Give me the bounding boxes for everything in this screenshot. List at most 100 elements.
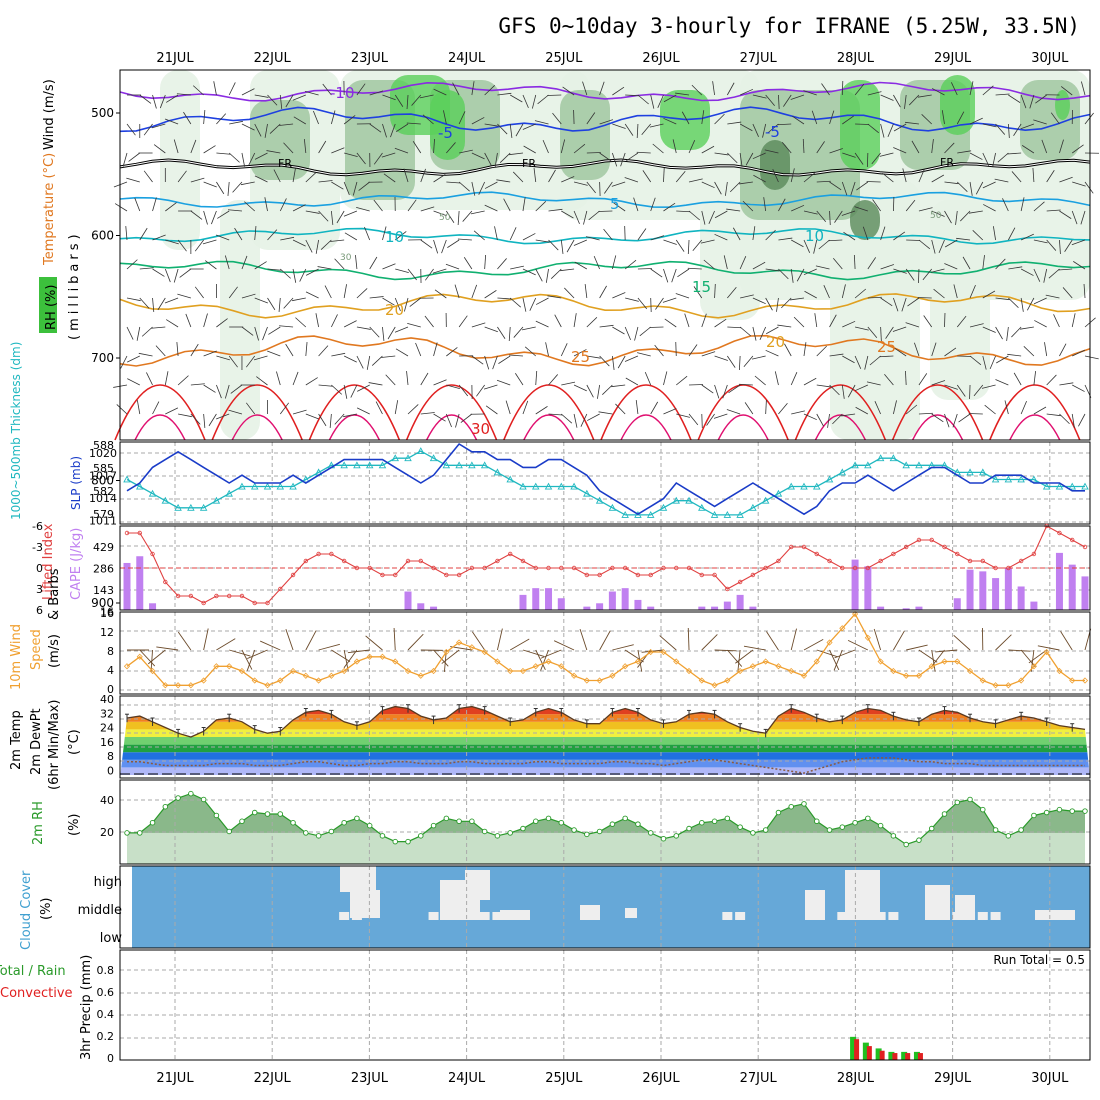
wind-barb	[803, 377, 817, 386]
wind-barb	[829, 314, 837, 328]
wind-barb	[1020, 297, 1024, 312]
wind-barb	[753, 174, 766, 183]
wind-barb	[816, 210, 827, 222]
wind-barb	[650, 197, 656, 212]
li-tick-6: 6	[36, 604, 43, 617]
wind-barb	[829, 148, 843, 154]
wind-barb	[654, 344, 664, 357]
wind-barb	[139, 267, 154, 270]
wind-barb	[204, 260, 217, 270]
li-point	[916, 537, 922, 543]
wind-barb	[790, 268, 794, 283]
wind-barb	[153, 144, 166, 154]
wind-barb-10m	[931, 649, 936, 672]
thickness-point	[698, 503, 706, 511]
label-temp-10a: 10	[385, 228, 404, 246]
wind-barb	[583, 210, 588, 225]
cloud-mid-cell	[862, 912, 873, 920]
cape-bar	[877, 606, 885, 610]
wind-barb	[330, 210, 334, 225]
wind-barb	[152, 197, 157, 212]
wind-barb	[420, 412, 435, 415]
wind-barb	[1007, 123, 1010, 138]
wind-barb	[918, 239, 931, 250]
wind-barb	[944, 384, 958, 390]
wind-barb	[343, 115, 356, 125]
wind-barb	[625, 94, 640, 97]
wind-barb	[676, 210, 691, 213]
wind-barb	[905, 370, 907, 386]
rh2m-point	[941, 811, 948, 817]
panel-frame	[119, 441, 1091, 525]
cloud-mid-cell	[339, 912, 350, 920]
wind-barb	[420, 372, 429, 386]
thickness-point	[506, 475, 514, 483]
wind-barb	[1020, 233, 1034, 241]
wind-barb	[1071, 413, 1075, 428]
wind-barb	[382, 94, 396, 101]
wind-speed-point	[302, 672, 309, 679]
wind-barb	[662, 297, 677, 303]
wind-barb	[1004, 400, 1009, 415]
wind-barb	[752, 152, 766, 160]
li-point	[674, 565, 679, 571]
wind-speed-point	[711, 682, 718, 689]
wind-barb	[165, 239, 179, 245]
wind-barb	[329, 413, 332, 428]
rh2m-point	[379, 833, 386, 839]
rh2m-point	[303, 830, 309, 836]
wind-barb	[893, 297, 899, 312]
wind-barb	[792, 115, 805, 125]
wind-barb	[829, 181, 842, 191]
wind-barb	[841, 284, 846, 299]
cape-tick-143: 143	[93, 584, 114, 597]
wind-barb	[1073, 261, 1086, 270]
wind-barb	[828, 239, 843, 242]
wind-barb	[381, 152, 396, 158]
wind-barb-10m	[177, 631, 192, 651]
li-point	[418, 558, 423, 564]
wind-barb	[355, 255, 358, 270]
wind-barb	[911, 140, 920, 154]
wind-barb	[956, 111, 965, 125]
wind-barb	[317, 266, 332, 270]
temp-band	[120, 752, 1090, 760]
wind-barb	[125, 226, 128, 241]
wind-barb	[793, 316, 805, 328]
wind-barb	[305, 268, 319, 276]
wind-barb	[701, 351, 716, 357]
wind-barb-10m	[343, 649, 358, 669]
thickness-point	[276, 482, 285, 490]
contour-temp30	[794, 384, 887, 441]
wind-barb	[303, 139, 307, 154]
thickness-point	[595, 496, 604, 504]
wind-barb	[841, 413, 856, 417]
wind-barb	[165, 202, 177, 212]
wind-barb	[406, 94, 409, 109]
li-point	[188, 593, 194, 599]
wind-speed-point	[1043, 648, 1050, 656]
wind-barb	[752, 226, 756, 241]
wind-barb	[267, 229, 278, 241]
wind-barb	[330, 239, 345, 242]
wind-barb	[203, 181, 217, 188]
wind-barb	[611, 181, 626, 187]
wind-barb	[420, 206, 435, 212]
wind-barb	[599, 324, 614, 328]
wind-barb	[1084, 181, 1094, 194]
wind-barb	[752, 123, 759, 137]
wind-barb	[295, 317, 307, 328]
wind-barb	[905, 121, 919, 125]
wind-barb	[331, 314, 338, 328]
li-point	[878, 558, 883, 564]
wind-barb	[727, 287, 737, 299]
wind-barb	[240, 181, 255, 186]
wind-barb	[254, 326, 259, 341]
wind-barb	[854, 326, 869, 331]
thickness-point	[136, 482, 144, 490]
thickness-point	[966, 468, 974, 476]
wind-barb	[1059, 176, 1073, 183]
wind-barb	[471, 181, 476, 196]
thickness-point	[238, 482, 246, 490]
wind-barb	[484, 123, 499, 127]
